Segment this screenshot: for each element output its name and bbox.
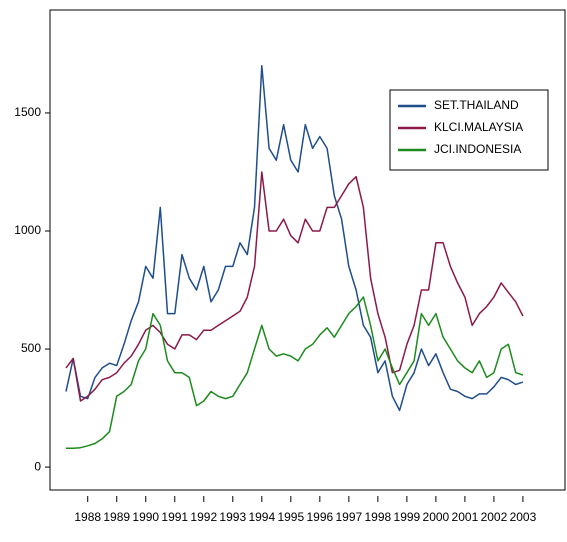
x-tick-label: 1993 (219, 510, 246, 524)
x-tick-label: 1995 (277, 510, 304, 524)
x-tick-label: 1998 (365, 510, 392, 524)
plot-frame (49, 9, 566, 491)
x-tick-label: 1990 (132, 510, 159, 524)
x-tick-label: 1997 (335, 510, 362, 524)
y-tick-label: 1000 (14, 223, 41, 237)
x-tick-label: 2002 (481, 510, 508, 524)
legend-label: JCI.INDONESIA (434, 142, 521, 156)
legend-label: SET.THAILAND (434, 98, 519, 112)
x-tick-label: 2003 (510, 510, 537, 524)
y-tick-label: 0 (34, 459, 41, 473)
data-line (65, 171, 524, 402)
legend-box (389, 89, 549, 171)
x-tick-label: 1989 (103, 510, 130, 524)
x-tick-label: 1988 (74, 510, 101, 524)
x-tick-label: 2001 (452, 510, 479, 524)
x-tick-label: 1994 (248, 510, 275, 524)
x-tick-label: 1992 (190, 510, 217, 524)
x-tick-label: 1996 (306, 510, 333, 524)
data-line (66, 296, 524, 449)
x-tick-label: 1991 (161, 510, 188, 524)
y-tick-label: 1500 (14, 105, 41, 119)
legend-label: KLCI.MALAYSIA (434, 120, 523, 134)
x-tick-label: 1999 (394, 510, 421, 524)
x-tick-label: 2000 (423, 510, 450, 524)
data-line (65, 64, 524, 412)
y-tick-label: 500 (21, 341, 41, 355)
